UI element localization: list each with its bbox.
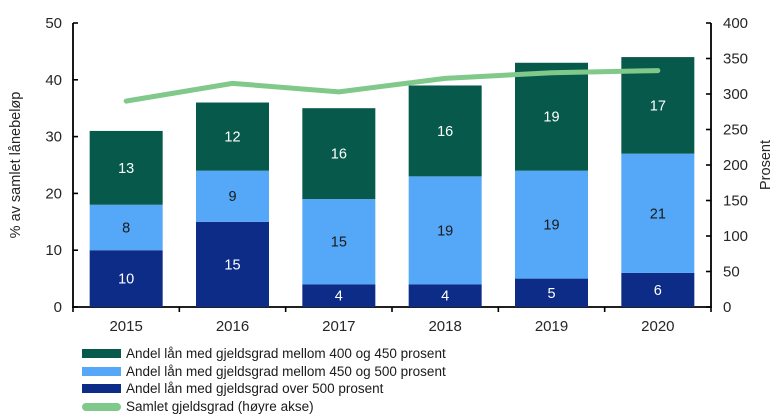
bar-segment (408, 284, 482, 307)
bar-segment-label: 16 (331, 147, 347, 163)
legend-item-samlet-gjeldsgrad: Samlet gjeldsgrad (høyre akse) (82, 398, 446, 416)
bar-segment-label: 16 (437, 124, 453, 140)
bar-segment (89, 204, 163, 251)
bar-segment-label: 6 (654, 283, 662, 299)
legend-item-400-450: Andel lån med gjeldsgrad mellom 400 og 4… (82, 345, 446, 363)
bar-segment (196, 221, 269, 307)
x-axis-category-label: 2019 (535, 318, 568, 335)
legend-item-over-500: Andel lån med gjeldsgrad over 500 prosen… (82, 380, 446, 398)
left-axis-tick-label: 30 (45, 129, 62, 146)
legend-swatch-line-icon (82, 402, 121, 411)
legend-label: Andel lån med gjeldsgrad over 500 prosen… (126, 381, 384, 397)
legend-swatch-navy-icon (82, 384, 121, 394)
legend-item-450-500: Andel lån med gjeldsgrad mellom 450 og 5… (82, 363, 446, 381)
bar-segment (89, 130, 163, 205)
legend-swatch-green-icon (82, 349, 121, 359)
right-axis-tick-label: 0 (723, 299, 731, 316)
x-axis-category-label: 2016 (216, 318, 249, 335)
bar-segment-label: 21 (650, 206, 666, 222)
bar-segment-label: 15 (331, 235, 347, 251)
bar-segment (302, 284, 376, 307)
right-axis-tick-label: 50 (723, 264, 740, 281)
x-axis-category-label: 2015 (109, 318, 142, 335)
bar-segment-label: 5 (547, 286, 555, 302)
left-axis-tick-label: 50 (45, 15, 62, 32)
bar-segment-label: 15 (224, 257, 240, 273)
bar-segment-label: 8 (122, 220, 130, 236)
right-axis-tick-label: 200 (723, 157, 748, 174)
bar-segment-label: 19 (543, 110, 559, 126)
bar-segment-label: 17 (650, 98, 666, 114)
bar-segment-label: 4 (335, 289, 343, 305)
right-axis-tick-label: 150 (723, 193, 748, 210)
bar-segment-label: 19 (543, 218, 559, 234)
bar-segment (302, 108, 376, 200)
bar-segment (515, 170, 588, 279)
bar-segment (621, 272, 695, 307)
bar-segment (408, 176, 482, 285)
bar-segment (621, 153, 695, 273)
bar-segment (196, 170, 269, 222)
legend-label: Andel lån med gjeldsgrad mellom 400 og 4… (126, 346, 446, 361)
legend-swatch-lightblue-icon (82, 366, 121, 376)
bar-segment (196, 102, 269, 171)
x-axis-category-label: 2020 (641, 318, 674, 335)
bar-segment (408, 85, 482, 177)
bar-segment-label: 4 (441, 289, 449, 305)
right-axis-tick-label: 350 (723, 51, 748, 68)
bar-segment-label: 19 (437, 223, 453, 239)
left-axis-tick-label: 10 (45, 242, 62, 259)
left-axis-tick-label: 20 (45, 185, 62, 202)
bar-segment (515, 62, 588, 171)
stacked-bar-line-chart: 0 10 20 30 40 50 0 50 100 150 200 250 300 350 400 10 8 13… (8, 15, 774, 335)
chart-legend: Andel lån med gjeldsgrad mellom 400 og 4… (82, 345, 446, 415)
bar-segment-label: 13 (118, 161, 134, 177)
left-axis-tick-label: 0 (54, 299, 62, 316)
right-axis-tick-label: 400 (723, 15, 748, 32)
legend-label: Samlet gjeldsgrad (høyre akse) (126, 398, 314, 414)
bar-segment (515, 278, 588, 307)
left-axis-tick-label: 40 (45, 72, 62, 89)
bar-segment (302, 199, 376, 285)
bar-segment (89, 250, 163, 307)
bar-segment-label: 12 (224, 130, 240, 146)
right-axis-tick-label: 300 (723, 86, 748, 103)
right-axis-tick-label: 100 (723, 228, 748, 245)
line-series (123, 68, 661, 104)
right-axis-tick-label: 250 (723, 122, 748, 139)
right-axis-title: Prosent (758, 140, 774, 190)
x-axis-category-label: 2017 (322, 318, 355, 335)
bar-segment-label: 10 (118, 272, 134, 288)
legend-label: Andel lån med gjeldsgrad mellom 450 og 5… (126, 363, 446, 379)
left-axis-title: % av samlet lånebeløp (8, 92, 24, 239)
bar-segment-label: 9 (228, 189, 236, 205)
x-axis-category-label: 2018 (428, 318, 461, 335)
